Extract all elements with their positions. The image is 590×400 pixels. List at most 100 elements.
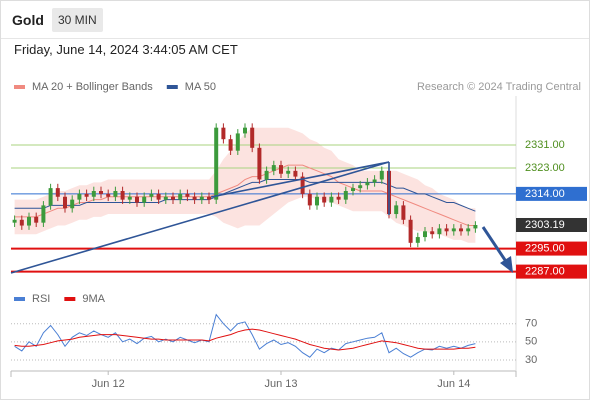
candle-body [156,193,161,200]
x-tick-label: Jun 12 [92,378,125,390]
candle-body [55,188,60,197]
candle-body [423,231,427,238]
candle-body [430,231,435,235]
candle-body [99,191,103,194]
candle-body [34,216,39,223]
candle-body [279,165,283,174]
candle-body [315,196,319,206]
last-price-label: 2303.19 [525,219,565,231]
y-tick-label: 50 [525,336,537,348]
candle-body [214,127,219,200]
candle-body [27,216,31,226]
level-label: 2323.00 [525,162,565,174]
level-box [516,241,587,256]
candle-body [451,228,456,232]
candle-body [70,199,75,209]
candle-body [135,196,139,203]
candle-body [243,127,247,134]
trend-line [10,161,390,274]
forecast-arrowhead [500,256,513,273]
header: Gold 30 MIN [1,1,589,39]
candle-body [408,219,413,243]
candle-body [77,193,82,200]
level-label: 2287.00 [525,266,565,278]
candle-body [365,182,370,186]
indicator-line [14,328,476,351]
legend-label: RSI [32,293,50,305]
candle-body [372,179,377,183]
candle-body [394,205,399,215]
candle-body [415,237,420,243]
candle-body [235,133,240,151]
level-label: 2295.00 [525,242,565,254]
legend-label: MA 50 [185,81,216,93]
candle-body [127,196,132,200]
candle-body [163,196,168,200]
ma-line [14,164,476,226]
candle-body [343,191,348,200]
candle-body [41,205,46,223]
candle-body [106,193,111,197]
candle-body [401,205,406,220]
candle-body [459,228,463,232]
candle-body [207,196,211,200]
candle-body [113,191,118,197]
candle-body [466,228,471,232]
candle-body [358,185,363,189]
candle-body [264,170,269,180]
candle-body [379,170,384,180]
candle-body [221,127,226,140]
candle-body [473,224,478,229]
plot: 2331.00 2323.00 2314.00 2295.00 2287.00 2303.… [11,81,587,390]
drawings [10,161,513,274]
candle-body [91,191,96,197]
datetime: Friday, June 14, 2024 3:44:05 AM CET [14,42,238,57]
level-box [516,186,587,201]
candle-body [336,196,341,200]
candle-body [63,196,67,209]
interval-button[interactable]: 30 MIN [52,8,103,32]
legend-swatch [64,297,76,301]
credit: Research © 2024 Trading Central [417,81,581,93]
candle-body [250,127,255,148]
candle-body [185,193,190,197]
legend-swatch [166,85,178,89]
legend-swatch [14,297,25,301]
last-price-box [516,217,587,232]
candle-body [120,191,125,200]
indicator-line [14,313,476,358]
candle-body [257,147,262,180]
level-box [516,264,587,279]
candle-body [300,176,305,194]
candle-body [19,219,24,226]
level-label: 2314.00 [525,188,565,200]
candle-body [228,139,233,151]
candle-body [171,196,175,200]
legend-label: MA 20 + Bollinger Bands [32,81,153,93]
y-tick-label: 70 [525,318,537,330]
legend-label: 9MA [82,293,105,305]
legend-swatch [14,85,25,89]
x-tick-label: Jun 14 [437,378,470,390]
ma-line [14,179,476,212]
symbol: Gold [12,12,44,28]
candle-body [322,196,327,203]
candle-body [286,170,291,174]
forecast-arrow [481,226,509,264]
candle-body [178,193,183,200]
level-label: 2331.00 [525,139,565,151]
candle-body [149,193,154,197]
candle-body [444,228,449,232]
candle-body [142,196,147,203]
candle-body [84,193,89,197]
y-tick-label: 30 [525,354,537,366]
candle-body [271,165,276,171]
candle-body [48,188,53,206]
candle-body [437,228,442,235]
candle-body [351,188,355,191]
trend-line [210,161,390,198]
candle-body [12,219,17,223]
candle-body [329,196,334,203]
